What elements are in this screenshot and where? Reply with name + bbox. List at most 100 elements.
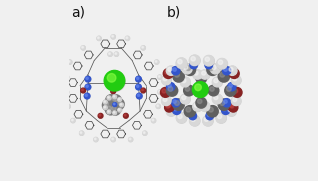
Circle shape bbox=[167, 85, 178, 96]
Circle shape bbox=[166, 107, 176, 116]
Circle shape bbox=[214, 96, 218, 100]
Circle shape bbox=[163, 98, 167, 102]
Circle shape bbox=[112, 106, 116, 111]
Circle shape bbox=[222, 106, 230, 114]
Circle shape bbox=[167, 66, 176, 76]
Circle shape bbox=[189, 112, 197, 120]
Circle shape bbox=[189, 55, 200, 66]
Circle shape bbox=[207, 106, 218, 117]
Circle shape bbox=[161, 87, 170, 97]
Circle shape bbox=[201, 70, 210, 79]
Circle shape bbox=[193, 102, 202, 111]
Circle shape bbox=[111, 35, 115, 39]
Circle shape bbox=[112, 35, 114, 37]
Circle shape bbox=[172, 99, 180, 107]
Circle shape bbox=[97, 36, 101, 41]
Circle shape bbox=[204, 117, 209, 121]
Circle shape bbox=[156, 104, 160, 108]
Circle shape bbox=[162, 96, 171, 106]
Circle shape bbox=[195, 84, 201, 91]
Circle shape bbox=[207, 64, 218, 75]
Circle shape bbox=[228, 66, 237, 76]
Circle shape bbox=[212, 94, 222, 104]
Circle shape bbox=[103, 106, 107, 110]
Circle shape bbox=[142, 46, 143, 48]
Circle shape bbox=[193, 102, 202, 111]
Circle shape bbox=[142, 89, 143, 91]
Circle shape bbox=[232, 88, 242, 98]
Circle shape bbox=[65, 90, 69, 94]
Circle shape bbox=[181, 77, 190, 87]
Circle shape bbox=[207, 64, 218, 76]
Circle shape bbox=[173, 100, 176, 103]
Circle shape bbox=[190, 55, 200, 66]
Circle shape bbox=[204, 56, 214, 66]
Circle shape bbox=[102, 100, 113, 110]
Circle shape bbox=[136, 76, 141, 82]
Circle shape bbox=[85, 84, 91, 90]
Circle shape bbox=[98, 113, 103, 118]
Circle shape bbox=[136, 93, 142, 99]
Circle shape bbox=[84, 93, 90, 99]
Circle shape bbox=[136, 77, 139, 79]
Circle shape bbox=[216, 113, 226, 123]
Circle shape bbox=[110, 105, 121, 115]
Circle shape bbox=[113, 95, 117, 99]
Circle shape bbox=[66, 104, 70, 108]
Circle shape bbox=[108, 52, 112, 56]
Circle shape bbox=[180, 77, 190, 87]
Circle shape bbox=[182, 64, 192, 74]
Circle shape bbox=[172, 99, 180, 107]
Circle shape bbox=[211, 64, 221, 74]
Circle shape bbox=[218, 99, 230, 110]
Circle shape bbox=[210, 64, 220, 74]
Circle shape bbox=[173, 71, 184, 82]
Circle shape bbox=[85, 94, 87, 96]
Circle shape bbox=[162, 75, 171, 85]
Circle shape bbox=[227, 107, 236, 116]
Circle shape bbox=[80, 131, 84, 135]
Circle shape bbox=[216, 113, 226, 123]
Circle shape bbox=[223, 107, 226, 111]
Circle shape bbox=[105, 71, 125, 91]
Circle shape bbox=[232, 87, 242, 97]
Circle shape bbox=[158, 91, 160, 92]
Circle shape bbox=[113, 103, 117, 107]
Circle shape bbox=[175, 101, 179, 106]
Circle shape bbox=[193, 82, 209, 98]
Circle shape bbox=[162, 96, 171, 106]
Circle shape bbox=[163, 69, 173, 78]
Circle shape bbox=[175, 72, 179, 77]
Circle shape bbox=[109, 53, 110, 54]
Circle shape bbox=[196, 73, 207, 84]
Circle shape bbox=[194, 103, 198, 107]
Circle shape bbox=[166, 85, 178, 96]
Circle shape bbox=[161, 88, 170, 98]
Circle shape bbox=[232, 96, 241, 106]
Circle shape bbox=[225, 85, 236, 96]
Circle shape bbox=[220, 72, 225, 77]
Circle shape bbox=[173, 106, 181, 115]
Circle shape bbox=[190, 61, 197, 69]
Circle shape bbox=[225, 85, 236, 96]
Circle shape bbox=[190, 113, 193, 117]
Circle shape bbox=[209, 85, 219, 96]
Circle shape bbox=[66, 104, 70, 108]
Circle shape bbox=[120, 103, 124, 107]
Circle shape bbox=[168, 67, 172, 71]
Circle shape bbox=[114, 52, 118, 56]
Circle shape bbox=[218, 71, 230, 82]
Circle shape bbox=[203, 116, 213, 126]
Circle shape bbox=[143, 132, 145, 133]
Circle shape bbox=[103, 100, 107, 104]
Circle shape bbox=[141, 46, 145, 50]
Circle shape bbox=[167, 83, 175, 91]
Circle shape bbox=[114, 103, 115, 105]
Circle shape bbox=[107, 96, 111, 100]
Circle shape bbox=[98, 37, 99, 39]
Circle shape bbox=[113, 99, 124, 110]
Circle shape bbox=[158, 76, 160, 77]
Circle shape bbox=[81, 88, 86, 93]
Circle shape bbox=[184, 64, 196, 76]
Circle shape bbox=[126, 37, 128, 39]
